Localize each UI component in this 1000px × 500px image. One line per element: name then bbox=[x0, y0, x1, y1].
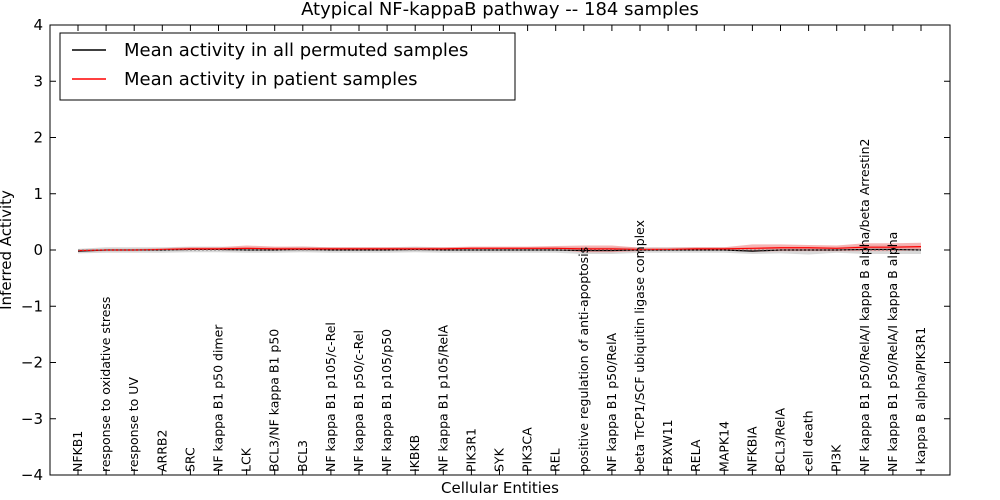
x-tick-label: positive regulation of anti-apoptosis bbox=[576, 247, 591, 472]
x-tick-label: RELA bbox=[688, 439, 703, 472]
y-tick-label: 2 bbox=[33, 129, 43, 147]
y-axis-ticks: 4 3 2 1 0 −1 −2 −3 −4 bbox=[21, 16, 950, 484]
x-axis-ticks bbox=[77, 25, 922, 475]
x-tick-label: LCK bbox=[239, 447, 254, 472]
y-tick-label: −1 bbox=[21, 297, 43, 315]
x-tick-label: ARRB2 bbox=[154, 430, 169, 472]
x-tick-label: I kappa B alpha/PIK3R1 bbox=[913, 327, 928, 472]
legend: Mean activity in all permuted samples Mea… bbox=[59, 32, 516, 101]
x-tick-label: NF kappa B1 p105/c-Rel bbox=[323, 322, 338, 472]
chart-title: Atypical NF-kappaB pathway -- 184 sample… bbox=[301, 0, 699, 20]
x-tick-label: NFKBIA bbox=[744, 426, 759, 472]
x-tick-label: REL bbox=[548, 448, 563, 472]
x-tick-label: NF kappa B1 p105/RelA bbox=[435, 325, 450, 472]
x-tick-label: NF kappa B1 p105/p50 bbox=[379, 329, 394, 472]
y-tick-label: 0 bbox=[33, 241, 43, 259]
x-tick-label: NF kappa B1 p50/RelA/I kappa B alpha/bet… bbox=[857, 139, 872, 473]
x-tick-label: SRC bbox=[182, 447, 197, 472]
y-tick-label: 3 bbox=[33, 72, 43, 90]
x-axis-label: Cellular Entities bbox=[441, 479, 559, 497]
y-tick-label: −2 bbox=[21, 354, 43, 372]
x-tick-label: cell death bbox=[801, 410, 816, 472]
line-series-2 bbox=[77, 246, 922, 252]
x-tick-label: FBXW11 bbox=[660, 419, 675, 472]
legend-label: Mean activity in patient samples bbox=[124, 69, 418, 90]
y-tick-label: 4 bbox=[33, 16, 43, 34]
y-tick-label: −3 bbox=[21, 410, 43, 428]
legend-label: Mean activity in all permuted samples bbox=[124, 40, 468, 61]
x-tick-label: IKBKB bbox=[407, 435, 422, 472]
x-tick-label: NF kappa B1 p50/RelA/I kappa B alpha bbox=[885, 232, 900, 472]
x-tick-label: NFKB1 bbox=[70, 431, 85, 472]
x-tick-label: PI3K bbox=[829, 444, 844, 472]
x-tick-label: NF kappa B1 p50 dimer bbox=[211, 324, 226, 472]
y-axis-label: Inferred Activity bbox=[0, 190, 15, 310]
x-tick-label: response to oxidative stress bbox=[98, 297, 113, 472]
x-tick-label: MAPK14 bbox=[716, 421, 731, 472]
x-tick-label: PIK3R1 bbox=[463, 428, 478, 472]
x-tick-labels: NFKB1 response to oxidative stress respons… bbox=[70, 139, 928, 473]
y-tick-label: 1 bbox=[33, 185, 43, 203]
x-tick-label: beta TrCP1/SCF ubiquitin ligase complex bbox=[632, 220, 647, 472]
x-tick-label: NF kappa B1 p50/RelA bbox=[604, 332, 619, 472]
x-tick-label: BCL3/RelA bbox=[773, 408, 788, 472]
x-tick-label: SYK bbox=[492, 447, 507, 472]
y-tick-label: −4 bbox=[21, 466, 43, 484]
x-tick-label: NF kappa B1 p50/c-Rel bbox=[351, 330, 366, 472]
x-tick-label: BCL3 bbox=[295, 440, 310, 472]
x-tick-label: BCL3/NF kappa B1 p50 bbox=[267, 329, 282, 472]
x-tick-label: response to UV bbox=[126, 377, 141, 472]
x-tick-label: PIK3CA bbox=[520, 427, 535, 472]
legend-box bbox=[59, 32, 516, 101]
